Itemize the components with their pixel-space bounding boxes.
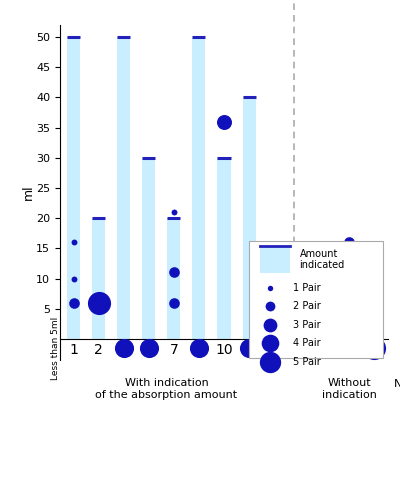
Bar — [168, 218, 180, 339]
Point — [171, 298, 177, 306]
Y-axis label: ml: ml — [22, 184, 35, 200]
Bar — [218, 158, 230, 339]
Point — [70, 298, 77, 306]
Bar — [260, 246, 290, 273]
Point — [121, 344, 127, 352]
Text: 1 Pair: 1 Pair — [293, 283, 320, 293]
Bar — [117, 37, 130, 339]
Point — [171, 208, 177, 216]
Bar — [142, 158, 155, 339]
FancyBboxPatch shape — [249, 241, 383, 358]
Point — [221, 118, 227, 126]
Bar — [192, 37, 206, 339]
Text: 3 Pair: 3 Pair — [293, 320, 320, 330]
Text: 4 Pair: 4 Pair — [293, 338, 320, 348]
Text: 5 Pair: 5 Pair — [293, 356, 321, 366]
Text: Amount
indicated: Amount indicated — [300, 248, 345, 270]
Text: 2 Pair: 2 Pair — [293, 302, 321, 312]
Bar — [268, 248, 280, 339]
Point — [146, 344, 152, 352]
Point — [267, 302, 273, 310]
Point — [271, 298, 277, 306]
Point — [271, 344, 277, 352]
Point — [70, 238, 77, 246]
Point — [246, 344, 252, 352]
Text: No.: No. — [394, 380, 400, 390]
Point — [267, 284, 273, 292]
Point — [196, 344, 202, 352]
Point — [267, 339, 273, 347]
Point — [96, 298, 102, 306]
Point — [371, 344, 378, 352]
Text: Less than 5ml: Less than 5ml — [51, 316, 60, 380]
Point — [267, 358, 273, 366]
Point — [70, 274, 77, 282]
Point — [346, 268, 352, 276]
Point — [267, 321, 273, 329]
Text: Without
indication: Without indication — [322, 378, 377, 400]
Bar — [67, 37, 80, 339]
Bar — [92, 218, 105, 339]
Point — [171, 268, 177, 276]
Bar — [242, 98, 256, 339]
Text: With indication
of the absorption amount: With indication of the absorption amount — [95, 378, 238, 400]
Point — [321, 344, 327, 352]
Point — [346, 238, 352, 246]
